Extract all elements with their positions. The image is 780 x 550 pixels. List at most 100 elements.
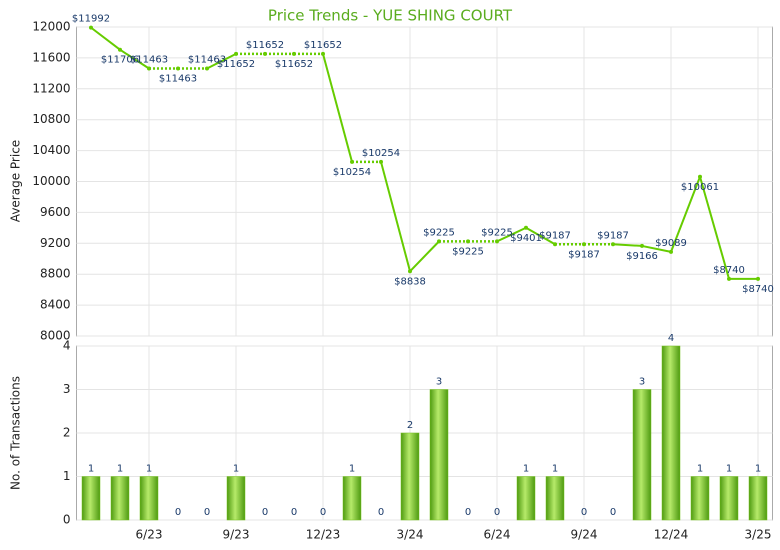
point	[582, 242, 586, 247]
bar-value-label: 3	[639, 377, 645, 388]
bar	[81, 476, 101, 521]
bar-value-label: 4	[668, 333, 674, 344]
point	[147, 66, 151, 71]
line-segment	[525, 226, 556, 246]
y-tick-label: 1	[63, 469, 71, 483]
point	[756, 276, 760, 281]
bar-value-label: 0	[494, 507, 500, 518]
bar	[516, 476, 536, 521]
bar-value-label: 1	[146, 464, 152, 475]
value-label: $11463	[188, 54, 226, 65]
value-label: $9401	[510, 233, 542, 244]
y-tick-label: 2	[63, 426, 71, 440]
bar	[342, 476, 362, 521]
bar	[690, 476, 710, 521]
bar-value-label: 1	[117, 464, 123, 475]
value-label: $9225	[452, 246, 484, 257]
line-segment	[409, 240, 440, 272]
bar-value-label: 0	[465, 507, 471, 518]
point	[408, 269, 412, 274]
y-tick-label: 9200	[40, 236, 71, 250]
y-tick-label: 8400	[40, 298, 71, 312]
bar-value-label: 1	[697, 464, 703, 475]
line-segment	[206, 52, 237, 70]
point	[350, 159, 354, 164]
value-label: $9225	[481, 227, 513, 238]
bar-value-label: 0	[291, 507, 297, 518]
bar-value-label: 0	[581, 507, 587, 518]
bar-value-label: 0	[262, 507, 268, 518]
value-label: $9166	[626, 251, 658, 262]
bar	[748, 476, 768, 521]
point	[321, 51, 325, 56]
bar	[226, 476, 246, 521]
line-segment	[90, 26, 121, 51]
line-segment	[380, 161, 411, 272]
y-axis-label: No. of Transactions	[9, 376, 23, 490]
line-segment	[670, 176, 701, 253]
x-tick-label: 9/24	[571, 528, 598, 542]
value-label: $11992	[72, 14, 110, 25]
value-label: $11652	[275, 59, 313, 70]
point	[727, 276, 731, 281]
point	[118, 47, 122, 52]
point	[205, 66, 209, 71]
point	[524, 225, 528, 230]
line-segment	[612, 243, 643, 247]
bar-value-label: 0	[175, 507, 181, 518]
bar	[110, 476, 130, 521]
line-segment	[641, 244, 672, 253]
x-tick-label: 3/25	[745, 528, 772, 542]
x-tick-label: 12/23	[306, 528, 341, 542]
x-tick-label: 6/24	[484, 528, 511, 542]
value-label: $8740	[742, 284, 774, 295]
value-label: $11652	[304, 40, 342, 51]
y-tick-label: 8800	[40, 267, 71, 281]
point	[611, 242, 615, 247]
y-tick-label: 4	[63, 339, 71, 353]
bar-value-label: 0	[610, 507, 616, 518]
chart-title: Price Trends - YUE SHING COURT	[268, 7, 513, 25]
bar-value-label: 1	[726, 464, 732, 475]
value-label: $9187	[539, 230, 571, 241]
bar	[139, 476, 159, 521]
y-tick-label: 10400	[32, 143, 70, 157]
bar	[545, 476, 565, 521]
bar	[661, 345, 681, 521]
x-tick-label: 6/23	[136, 528, 163, 542]
bar-value-label: 1	[523, 464, 529, 475]
bar-value-label: 3	[436, 377, 442, 388]
x-tick-label: 9/23	[223, 528, 250, 542]
value-label: $9187	[597, 230, 629, 241]
point	[669, 249, 673, 254]
y-tick-label: 11600	[32, 50, 70, 64]
bar-value-label: 1	[233, 464, 239, 475]
y-tick-label: 10000	[32, 174, 70, 188]
point	[379, 159, 383, 164]
value-label: $8740	[713, 265, 745, 276]
bar-value-label: 0	[378, 507, 384, 518]
y-tick-label: 8000	[40, 329, 71, 343]
bar-value-label: 1	[349, 464, 355, 475]
point	[437, 239, 441, 244]
point	[495, 239, 499, 244]
y-tick-label: 10800	[32, 112, 70, 126]
point	[698, 174, 702, 179]
value-label: $11706	[101, 55, 139, 66]
y-tick-label: 11200	[32, 81, 70, 95]
value-label: $10254	[362, 148, 400, 159]
value-label: $11652	[246, 40, 284, 51]
bar-value-label: 2	[407, 420, 413, 431]
point	[292, 51, 296, 56]
line-segment	[699, 176, 730, 280]
point	[263, 51, 267, 56]
y-tick-label: 9600	[40, 205, 71, 219]
line-segment	[119, 48, 150, 70]
line-segment	[496, 226, 527, 243]
value-label: $10254	[333, 167, 371, 178]
bar	[719, 476, 739, 521]
value-label: $9187	[568, 249, 600, 260]
line-segment	[322, 53, 353, 163]
x-tick-label: 3/24	[397, 528, 424, 542]
